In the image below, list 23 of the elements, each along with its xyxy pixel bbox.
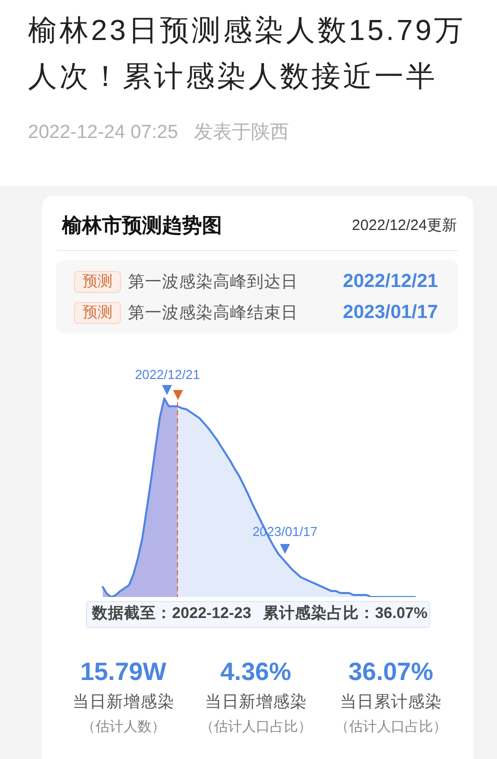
text: （估计人口占比） [198, 717, 313, 736]
text: 36.07% [347, 657, 434, 687]
text: 2022/12/21 [134, 367, 202, 383]
chart-title: 榆林23日预测感染人数15.79万人次！累计感染人数接近一半 [28, 14, 466, 95]
text: 预测 [74, 271, 121, 293]
text: 累计感染占比：36.07% [263, 604, 428, 624]
text: 2022/12/24更新 [352, 216, 457, 236]
text: 第一波感染高峰到达日 [128, 272, 298, 293]
text: 2022/12/21 [342, 270, 438, 294]
text: 当日新增感染 [204, 692, 308, 713]
text: 预测 [74, 302, 121, 324]
text: 第一波感染高峰结束日 [128, 302, 298, 324]
text: 15.79W [79, 657, 168, 687]
text: （估计人数） [80, 717, 166, 736]
text: 2023/01/17 [342, 300, 438, 324]
text: 发表于陕西 [194, 121, 290, 145]
text: 4.36% [219, 657, 292, 687]
text: 2022-12-24 07:25 [28, 121, 178, 145]
text: （估计人口占比） [334, 717, 448, 736]
text: 当日新增感染 [71, 692, 176, 713]
text: 数据截至：2022-12-23 [92, 604, 252, 624]
chart-subtitle: 榆林市预测趋势图 [62, 214, 222, 239]
text: 当日累计感染 [338, 692, 443, 713]
